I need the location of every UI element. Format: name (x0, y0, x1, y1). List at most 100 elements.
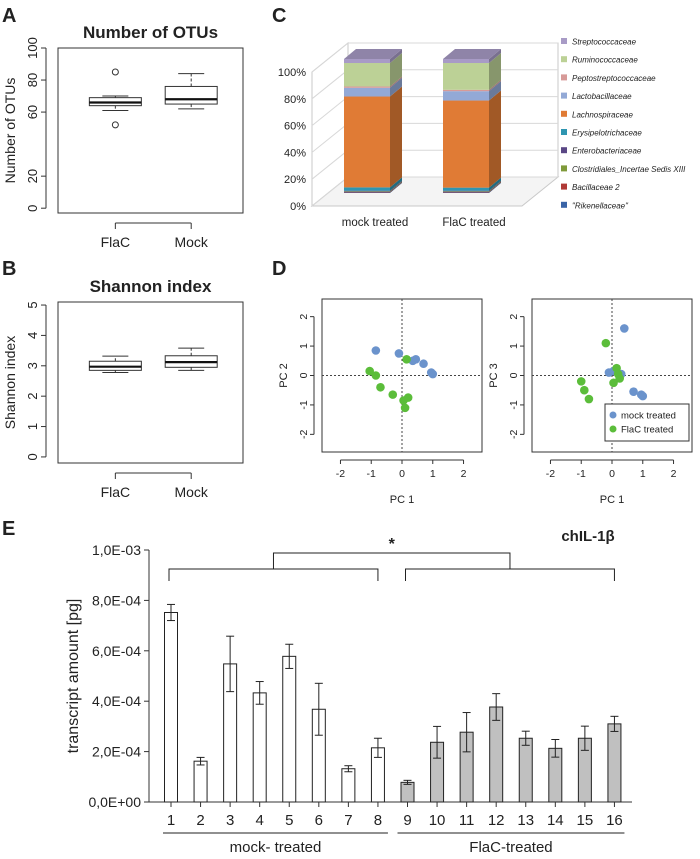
panel-label-c: C (272, 5, 286, 27)
gridline-side (311, 149, 349, 180)
bar-group-8 (370, 737, 385, 803)
y-tick-label: 4,0E-04 (92, 693, 141, 709)
plot-frame (57, 47, 244, 214)
y-tick-label: 0 (25, 453, 40, 460)
bar-segment-side (390, 181, 402, 193)
bar-group-14 (548, 739, 563, 803)
x-tick-label: 16 (606, 812, 623, 829)
legend-swatch (561, 92, 567, 99)
box-flac (88, 68, 142, 129)
scatter-point (411, 355, 421, 364)
panel-d-pca-pc2: -2 -2 -1 -1 0 0 1 1 2 2 PC 1 PC 2 (278, 298, 483, 506)
bar-segment (443, 191, 489, 193)
bar-group-12 (489, 693, 504, 803)
chart-title: chIL-1β (561, 528, 614, 545)
y-tick-label: -1 (508, 400, 520, 409)
bar-segment (344, 63, 390, 87)
y-tick-label: -2 (508, 430, 520, 439)
legend-label: Lachnospiraceae (572, 110, 633, 119)
bar-group-10 (430, 725, 445, 803)
bar-segment-side (489, 180, 501, 192)
legend-label: Enterobacteriaceae (572, 147, 642, 156)
y-tick-label: 8,0E-04 (92, 592, 141, 608)
y-tick-label: 1,0E-03 (92, 542, 141, 558)
box-iqr (164, 85, 218, 105)
y-tick-label: 20 (25, 169, 40, 183)
stacked-bar-mock-treated (344, 49, 402, 193)
box-mock (164, 347, 218, 371)
legend-label: FlaC treated (621, 425, 673, 436)
bar-group-6 (311, 682, 326, 803)
bar-group-5 (282, 643, 297, 803)
bar-segment (344, 191, 390, 193)
y-tick-label: 100% (278, 67, 306, 79)
y-tick-label: 80 (25, 73, 40, 87)
bar-segment (344, 87, 390, 97)
panel-e-bar-chart: chIL-1β 0,0E+00 2,0E-04 4,0E-04 6,0E-04 8,0E-… (65, 528, 632, 856)
x-tick-label: 3 (226, 812, 234, 829)
scatter-point (636, 390, 646, 399)
x-tick-label: 6 (315, 812, 323, 829)
scatter-point (584, 394, 594, 404)
box-mock (164, 73, 218, 110)
bar-segment-side (489, 181, 501, 193)
bar (252, 692, 267, 803)
bar-segment-side (489, 177, 501, 191)
x-tick-label: 15 (577, 812, 594, 829)
bar (164, 611, 178, 803)
y-tick-label: 80% (284, 94, 306, 106)
y-tick-label: -1 (298, 400, 310, 409)
bar-segment-side (390, 76, 402, 88)
bar-group-13 (518, 730, 533, 803)
scatter-point (620, 324, 629, 333)
bar-segment-side (489, 53, 501, 90)
scatter-point (580, 385, 589, 395)
bar (489, 706, 504, 803)
bar-segment-side (489, 79, 501, 92)
bracket-mock (168, 568, 379, 581)
y-tick-label: 100 (25, 37, 40, 59)
x-tick-label: 7 (344, 812, 352, 829)
x-tick-label: 10 (429, 812, 446, 829)
x-tick-label: 1 (430, 468, 436, 480)
scatter-point (629, 387, 638, 396)
bar-top (443, 49, 501, 59)
bracket-top (272, 552, 511, 569)
scatter-point (609, 378, 618, 388)
x-tick-label: 14 (547, 812, 564, 829)
legend-swatch (561, 165, 567, 172)
bar-group-9 (400, 779, 415, 803)
x-tick-label: 13 (517, 812, 534, 829)
y-tick-label: 0,0E+00 (88, 794, 141, 810)
legend-label: mock treated (621, 411, 676, 422)
y-tick-label: 40% (284, 147, 306, 159)
x-tick-label: 1 (167, 812, 175, 829)
significance-star: * (389, 536, 396, 553)
bar-segment (443, 59, 489, 64)
bar-segment (344, 86, 390, 88)
bar-segment-side (390, 180, 402, 192)
x-tick-label: 4 (256, 812, 264, 829)
bar-segment (443, 192, 489, 193)
outlier-point (111, 121, 119, 129)
bar-segment-side (489, 181, 501, 192)
legend-swatch (561, 183, 567, 190)
stacked-bar-flac-treated (443, 49, 501, 193)
significance-bracket: * (168, 536, 615, 581)
bar-segment (344, 187, 390, 191)
bar (607, 723, 622, 803)
scatter-series-mock-treated (371, 346, 438, 379)
bar-segment-side (390, 86, 402, 188)
bar-group-1 (164, 603, 178, 803)
legend-swatch (561, 147, 567, 154)
legend-label: Bacillaceae 2 (572, 183, 620, 192)
group-label-flac: FlaC-treated (469, 839, 552, 856)
y-axis-label: PC 3 (488, 363, 500, 387)
x-tick-label: 5 (285, 812, 293, 829)
x-tick-label: 2 (196, 812, 204, 829)
x-tick-label: 1 (640, 468, 646, 480)
y-axis-label: PC 2 (278, 363, 290, 387)
panel-label-d: D (272, 258, 286, 280)
bar-segment (443, 63, 489, 90)
